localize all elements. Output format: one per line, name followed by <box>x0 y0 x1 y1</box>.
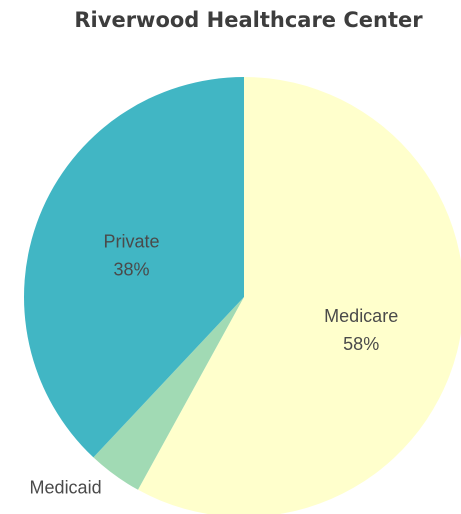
slice-label-private: Private <box>103 232 159 252</box>
chart-title: Riverwood Healthcare Center <box>74 8 423 32</box>
slice-percent-medicare: 58% <box>343 334 379 354</box>
pie-slices <box>24 77 461 514</box>
slice-label-medicare: Medicare <box>324 306 398 326</box>
pie-slice-medicaid <box>93 297 245 490</box>
slice-label-medicaid: Medicaid <box>30 477 102 497</box>
pie-slice-medicare <box>138 77 461 514</box>
pie-slice-private <box>24 77 244 458</box>
slice-percent-private: 38% <box>113 260 149 280</box>
pie-labels: Medicare 58% Medicaid Private 38% <box>30 232 399 498</box>
